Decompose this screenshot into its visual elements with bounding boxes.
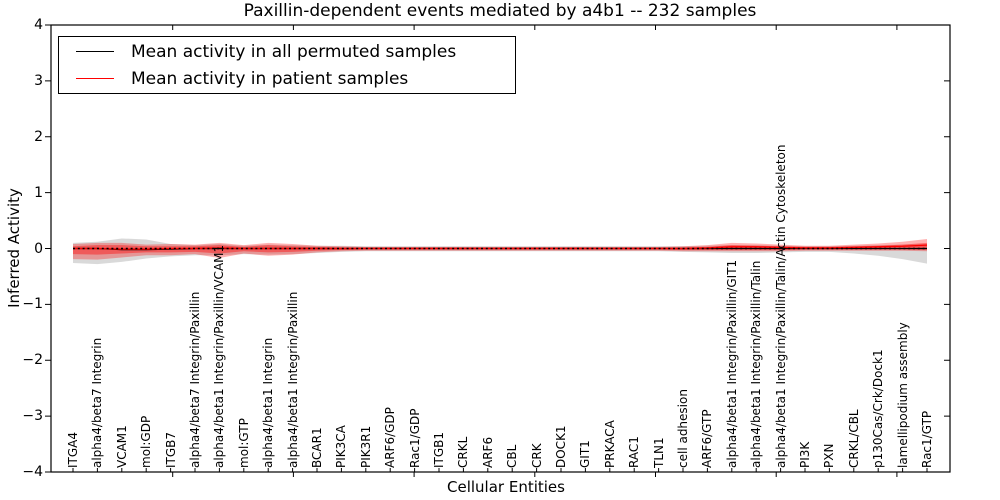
x-tick-label: alpha4/beta7 Integrin/Paxillin — [188, 291, 202, 468]
patient-samples-range-outer-band — [73, 239, 927, 260]
plot-border — [50, 24, 951, 473]
x-tick-label: PI3K — [798, 441, 812, 468]
x-tick-label: ITGB1 — [432, 431, 446, 468]
x-tick-label: RAC1 — [627, 436, 642, 468]
x-tick-label: cell adhesion — [676, 389, 690, 468]
x-tick-label: ARF6/GDP — [383, 407, 398, 468]
x-axis-label: Cellular Entities — [447, 478, 565, 496]
x-tick-label: ARF6/GTP — [700, 409, 715, 468]
y-tick-label: −3 — [22, 408, 43, 425]
x-tick-label: ITGB7 — [163, 431, 178, 468]
legend: Mean activity in all permuted samples Me… — [58, 36, 516, 94]
chart-title: Paxillin-dependent events mediated by a4… — [243, 1, 757, 21]
series-lines — [73, 244, 928, 251]
legend-label: Mean activity in all permuted samples — [131, 41, 457, 62]
x-tick-label: GIT1 — [578, 440, 593, 468]
x-tick-label: ARF6 — [480, 436, 495, 468]
x-tick-label: alpha4/beta1 Integrin/Paxillin/VCAM1 — [212, 244, 227, 468]
x-tick-label: p130Cas/Crk/Dock1 — [871, 349, 886, 468]
x-tick-label: lamellipodium assembly — [895, 322, 910, 468]
x-tick-label: mol:GDP — [139, 415, 154, 468]
x-tick-label: alpha4/beta7 Integrin — [90, 337, 105, 468]
x-tick-label: ITGA4 — [66, 431, 80, 468]
x-tick-label: CRK — [529, 443, 544, 468]
x-tick-label: Rac1/GDP — [407, 408, 422, 468]
y-tick-label: −4 — [22, 464, 43, 480]
y-tick-label: 1 — [34, 184, 43, 201]
y-tick-label: −1 — [22, 296, 43, 313]
x-tick-label: mol:GTP — [236, 418, 251, 468]
y-tick-label: 4 — [34, 17, 43, 33]
x-tick-label: DOCK1 — [554, 425, 568, 468]
permuted-samples-range-band — [73, 238, 927, 265]
x-tick-label: BCAR1 — [310, 427, 324, 468]
legend-item-patient: Mean activity in patient samples — [59, 69, 515, 89]
x-tick-label: alpha4/beta1 Integrin/Paxillin/Talin — [749, 260, 764, 468]
x-tick-label: Rac1/GTP — [920, 410, 934, 468]
y-tick-label: −2 — [22, 352, 43, 369]
x-tick-label: CRKL — [456, 436, 471, 468]
axis-ticks — [45, 24, 950, 477]
x-tick-label: PIK3CA — [334, 425, 349, 468]
x-tick-label: alpha4/beta1 Integrin/Paxillin/Talin/Act… — [773, 144, 788, 468]
legend-label: Mean activity in patient samples — [131, 68, 409, 89]
y-tick-label: 2 — [34, 128, 43, 145]
x-tick-label: PIK3R1 — [358, 425, 373, 468]
x-tick-label: CRKL/CBL — [846, 409, 861, 468]
x-tick-label: TLN1 — [651, 437, 666, 468]
y-tick-label: 0 — [34, 240, 43, 257]
legend-item-permuted: Mean activity in all permuted samples — [59, 42, 515, 62]
black-line-icon — [76, 51, 114, 52]
y-tick-label: 3 — [34, 72, 43, 89]
x-tick-label: VCAM1 — [114, 425, 129, 468]
x-tick-label: PXN — [822, 443, 837, 468]
x-tick-label: CBL — [505, 444, 520, 468]
x-tick-label: alpha4/beta1 Integrin/Paxillin — [285, 291, 300, 468]
uncertainty-bands — [73, 238, 927, 265]
x-tick-label: alpha4/beta1 Integrin — [261, 337, 276, 468]
x-tick-label: PRKACA — [602, 420, 617, 468]
x-tick-label: alpha4/beta1 Integrin/Paxillin/GIT1 — [724, 259, 739, 468]
mean-line — [73, 244, 928, 250]
red-line-icon — [76, 78, 114, 79]
